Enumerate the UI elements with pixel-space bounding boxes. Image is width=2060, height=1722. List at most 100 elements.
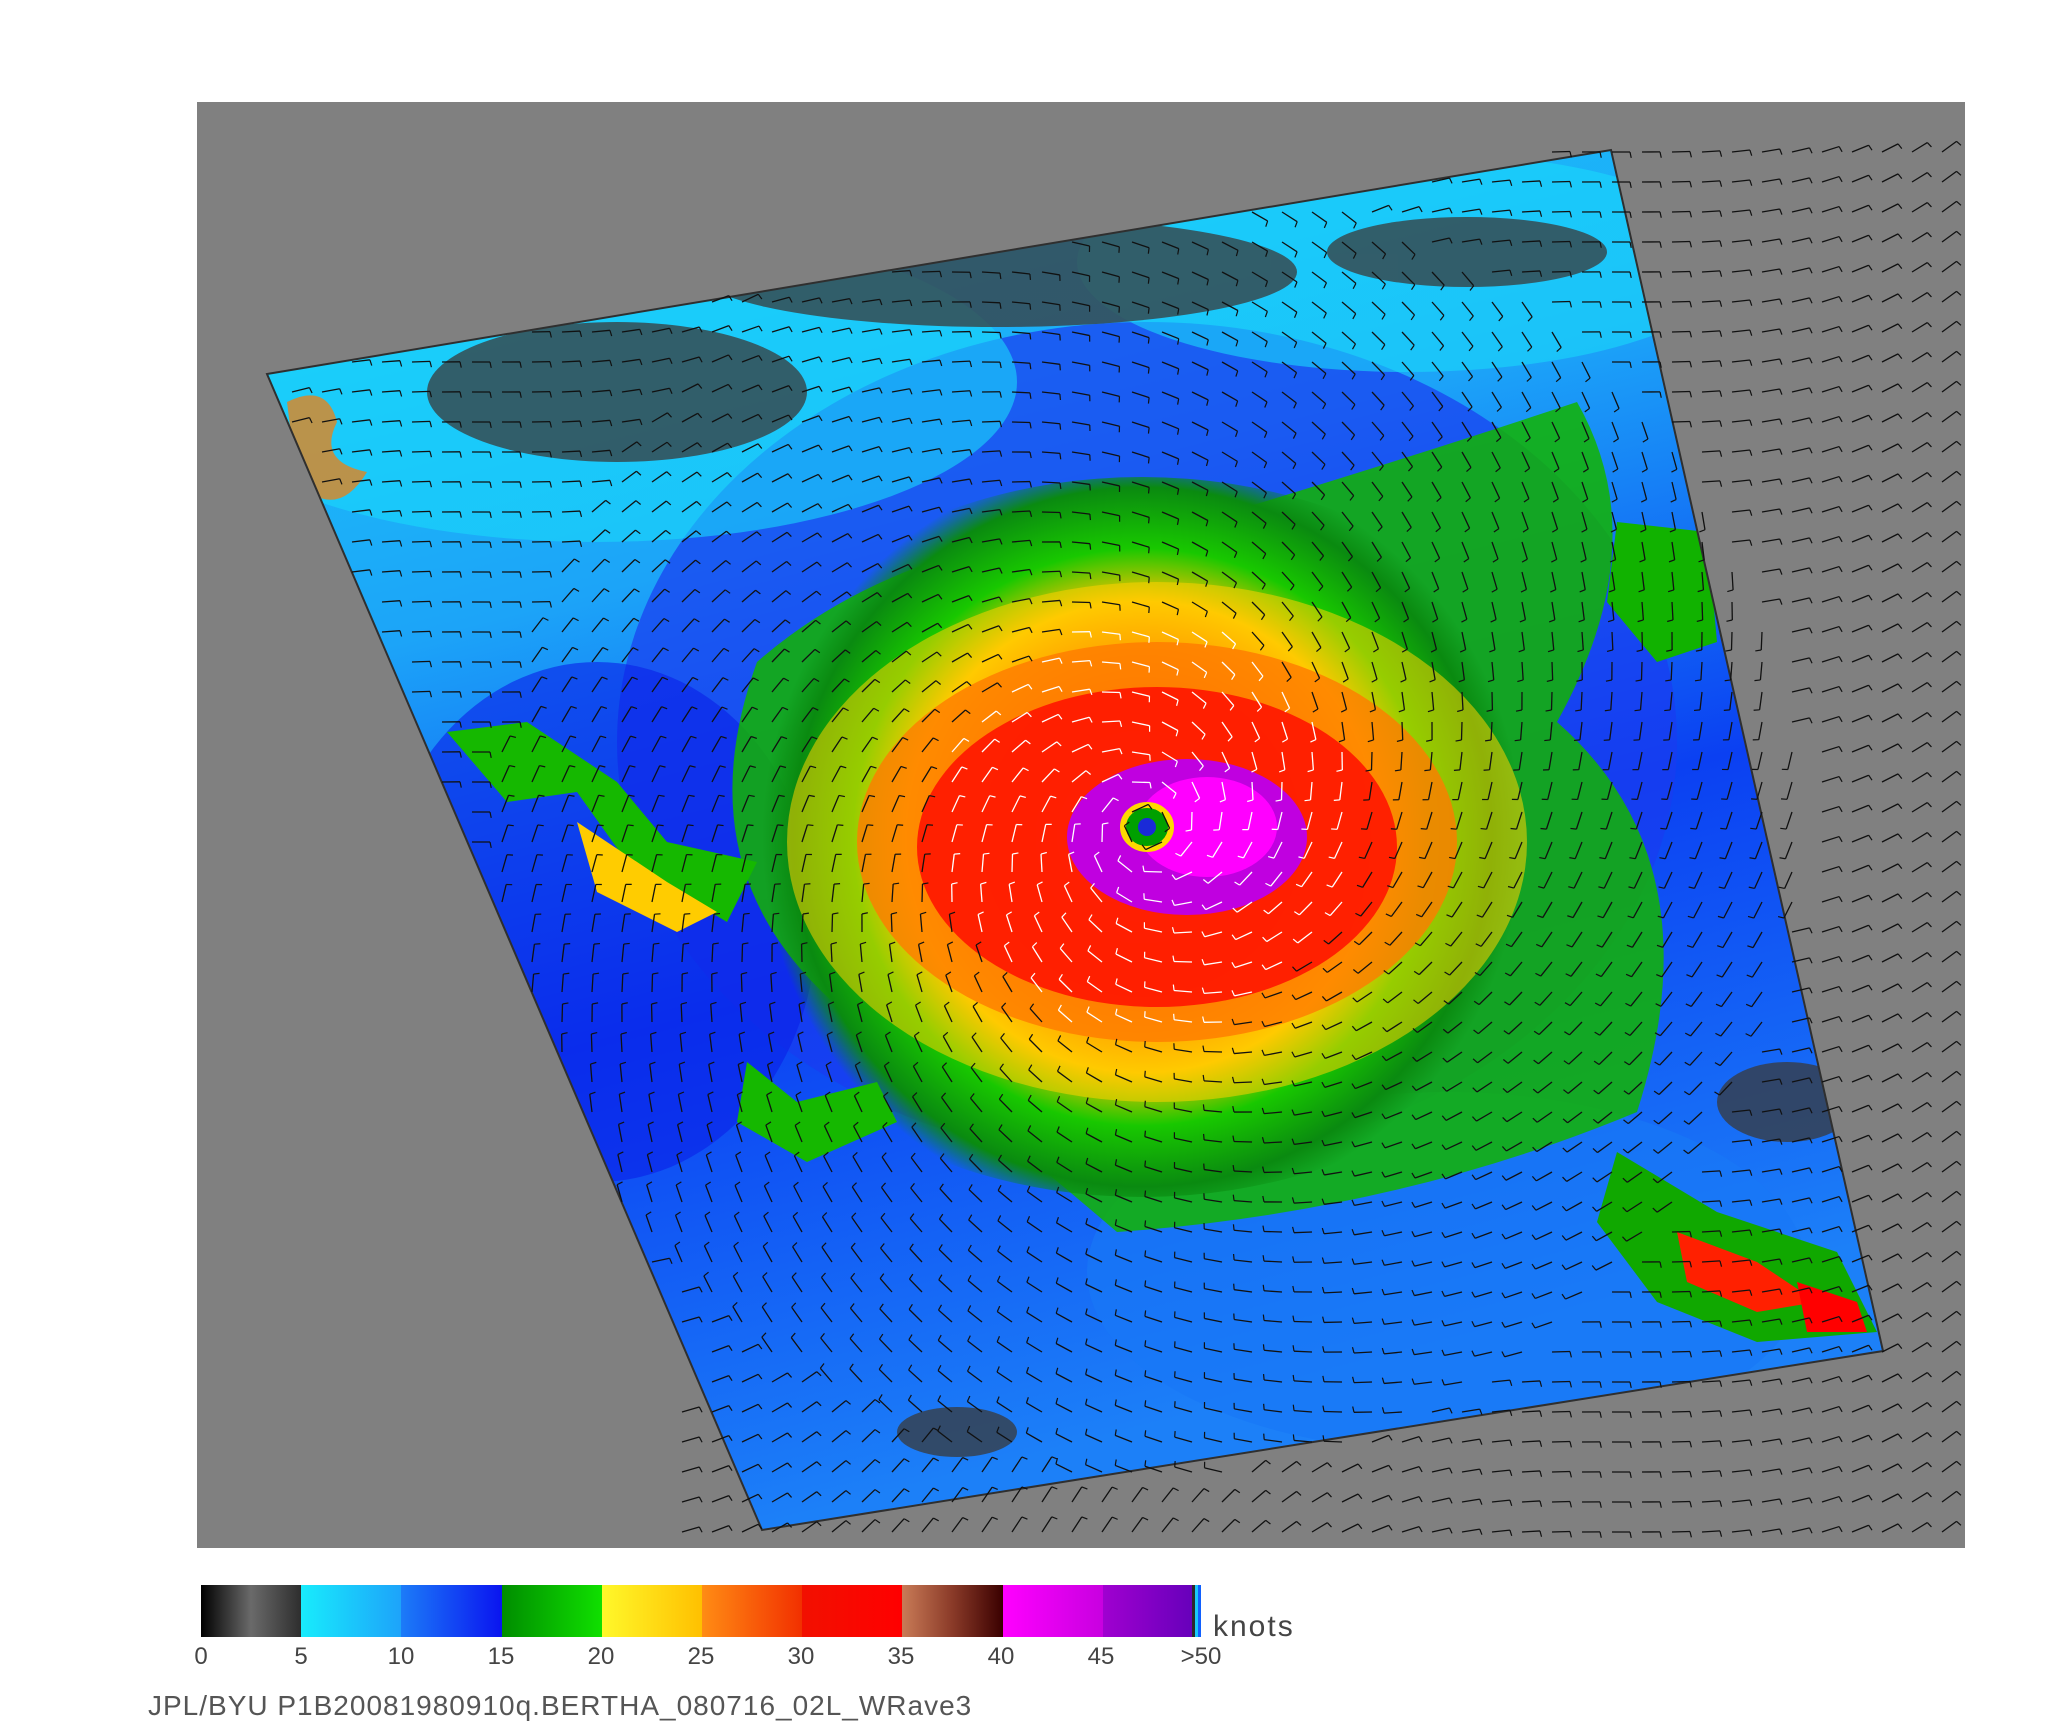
- wind-barb-feather: [1720, 828, 1726, 829]
- wind-barb-feather: [1720, 211, 1722, 217]
- wind-barb-feather: [1869, 1105, 1872, 1110]
- wind-barb-feather: [1810, 448, 1813, 453]
- wind-barb-feather: [1898, 804, 1902, 809]
- wind-barb: [1760, 692, 1762, 710]
- wind-barb: [1852, 265, 1869, 272]
- wind-barb-feather: [1839, 1017, 1842, 1022]
- wind-barb: [1852, 415, 1869, 422]
- wind-barb-feather: [1927, 1283, 1931, 1287]
- wind-barb: [1882, 1074, 1898, 1082]
- wind-barb: [1175, 1467, 1192, 1472]
- wind-barb-feather: [875, 1520, 880, 1523]
- wind-barb: [1912, 203, 1927, 212]
- wind-barb-feather: [1570, 1502, 1571, 1508]
- wind-barb: [1942, 981, 1957, 992]
- wind-barb: [1912, 1403, 1927, 1412]
- wind-barb: [1912, 683, 1927, 692]
- wind-barb-feather: [1898, 354, 1902, 359]
- wind-barb-feather: [1839, 897, 1842, 902]
- wind-barb-feather: [1293, 1375, 1294, 1381]
- wind-barb-feather: [1957, 141, 1961, 145]
- wind-barb: [1702, 1441, 1720, 1442]
- wind-barb: [1672, 211, 1690, 212]
- wind-barb-feather: [1898, 414, 1902, 419]
- wind-barb: [1852, 1135, 1869, 1142]
- wind-barb: [1822, 777, 1839, 782]
- wind-barb: [412, 691, 430, 692]
- wind-barb-feather: [1869, 595, 1872, 600]
- wind-barb-feather: [1898, 774, 1902, 779]
- wind-barb-feather: [1750, 1500, 1752, 1506]
- wind-barb: [1204, 1468, 1222, 1472]
- wind-barb: [1882, 1404, 1898, 1412]
- wind-barb-feather: [1927, 623, 1931, 627]
- wind-barb: [1942, 381, 1957, 392]
- wind-barb: [1912, 143, 1927, 152]
- wind-barb: [1792, 1438, 1810, 1442]
- wind-barb: [1912, 1283, 1927, 1292]
- wind-barb-feather: [1750, 1530, 1752, 1536]
- wind-barb: [1222, 1519, 1235, 1532]
- wind-barb-feather: [1660, 152, 1661, 158]
- wind-barb: [1672, 301, 1690, 302]
- wind-barb-feather: [1510, 1440, 1512, 1446]
- wind-barb: [682, 1497, 699, 1502]
- wind-barb-feather: [1810, 208, 1813, 213]
- wind-barb-feather: [1957, 1071, 1961, 1075]
- wind-barb-feather: [1927, 1403, 1931, 1407]
- wind-barb: [562, 511, 580, 512]
- wind-barb-feather: [714, 914, 720, 915]
- wind-barb-feather: [1957, 1191, 1961, 1195]
- wind-barb-feather: [1957, 1401, 1961, 1405]
- wind-barb-feather: [1148, 338, 1149, 344]
- wind-barb-feather: [1720, 481, 1722, 487]
- wind-barb: [1758, 752, 1762, 770]
- wind-barb: [1792, 178, 1810, 182]
- wind-barb-feather: [699, 1437, 702, 1442]
- wind-barb-feather: [1690, 271, 1691, 277]
- wind-barb-feather: [1898, 1284, 1902, 1289]
- wind-barb-feather: [1839, 597, 1842, 602]
- wind-barb: [1822, 597, 1839, 602]
- wind-barb: [1012, 854, 1013, 872]
- wind-barb-feather: [1780, 1469, 1782, 1475]
- wind-barb-feather: [1690, 181, 1691, 187]
- wind-barb-feather: [508, 825, 514, 826]
- wind-barb: [1882, 594, 1898, 602]
- wind-barb: [712, 1526, 729, 1532]
- wind-barb-feather: [1090, 514, 1091, 520]
- wind-barb-feather: [1690, 391, 1691, 397]
- wind-barb-feather: [1927, 1103, 1931, 1107]
- wind-barb-feather: [1957, 261, 1961, 265]
- wind-barb-feather: [1869, 1255, 1872, 1260]
- wind-barb: [1492, 1440, 1510, 1442]
- wind-barb-feather: [1690, 211, 1691, 217]
- wind-barb-feather: [1957, 981, 1961, 985]
- wind-barb: [1732, 1530, 1750, 1532]
- wind-barb: [1792, 358, 1810, 362]
- wind-barb: [1732, 180, 1750, 182]
- wind-barb-feather: [1869, 475, 1872, 480]
- wind-barb: [1672, 1291, 1690, 1292]
- wind-barb: [1102, 824, 1103, 842]
- wind-barb: [1492, 1470, 1510, 1472]
- wind-barb-feather: [1389, 1435, 1392, 1440]
- wind-barb: [1324, 1292, 1342, 1293]
- wind-barb: [1912, 323, 1927, 332]
- wind-barb-feather: [1780, 329, 1782, 335]
- wind-barb: [1942, 321, 1957, 332]
- wind-barb: [1785, 842, 1792, 859]
- wind-barb-feather: [1957, 831, 1961, 835]
- wind-barb-feather: [1957, 651, 1961, 655]
- wind-barb-feather: [1660, 1532, 1661, 1538]
- wind-barb: [1342, 1524, 1358, 1532]
- wind-barb: [1732, 420, 1750, 422]
- wind-barb: [982, 332, 1000, 333]
- wind-barb: [1402, 1437, 1419, 1442]
- wind-barb: [1234, 1141, 1252, 1142]
- wind-barb-feather: [1780, 389, 1782, 395]
- wind-barb: [1132, 1517, 1143, 1532]
- wind-barb-feather: [1898, 264, 1902, 269]
- wind-barb-feather: [1600, 1472, 1601, 1478]
- wind-barb: [1822, 357, 1839, 362]
